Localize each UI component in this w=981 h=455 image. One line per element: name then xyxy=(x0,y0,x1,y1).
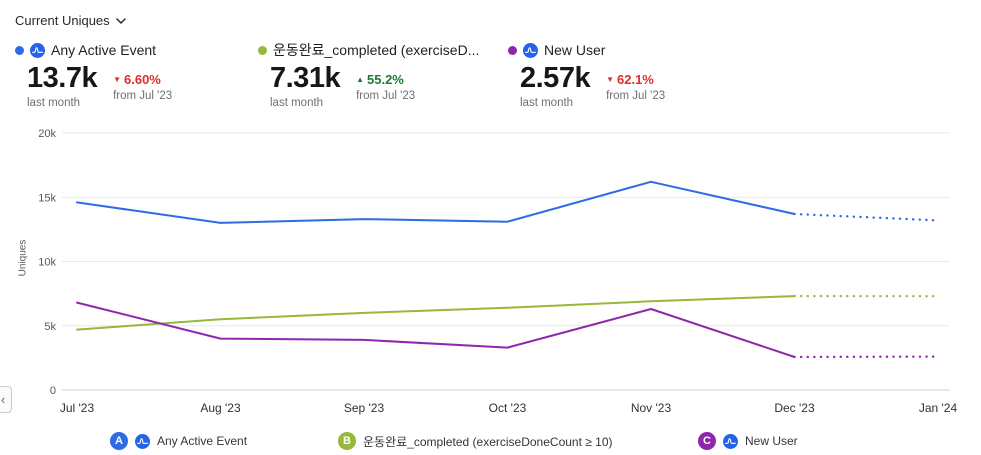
series-badge-b: B xyxy=(338,432,356,450)
series-label: Any Active Event xyxy=(51,42,157,58)
summary-exercise-completed: 운동완료_completed (exerciseD... 7.31k last … xyxy=(258,40,503,109)
metric-value: 7.31k xyxy=(270,62,341,94)
metric-change-value: 6.60% xyxy=(124,72,161,87)
down-triangle-icon: ▼ xyxy=(113,74,121,84)
legend-item-new-user[interactable]: C New User xyxy=(698,432,798,450)
amplitude-logo-icon xyxy=(523,42,538,58)
series-badge-c: C xyxy=(698,432,716,450)
legend-label: New User xyxy=(745,434,798,448)
metric-change: ▼ 62.1% xyxy=(606,72,665,87)
metric-value: 2.57k xyxy=(520,62,591,94)
series-label: New User xyxy=(544,42,606,58)
summary-new-user: New User 2.57k last month ▼ 62.1% from J… xyxy=(508,40,753,109)
metric-change-value: 62.1% xyxy=(617,72,654,87)
metric-change: ▲ 55.2% xyxy=(356,72,415,87)
svg-text:Jan '24: Jan '24 xyxy=(919,401,958,415)
svg-text:20k: 20k xyxy=(38,128,56,140)
svg-text:Sep '23: Sep '23 xyxy=(344,401,385,415)
metric-value-caption: last month xyxy=(27,97,81,109)
metric-change-caption: from Jul '23 xyxy=(606,90,666,102)
series-label: 운동완료_completed (exerciseD... xyxy=(273,42,480,58)
down-triangle-icon: ▼ xyxy=(606,74,614,84)
legend-item-exercise-completed[interactable]: B 운동완료_completed (exerciseDoneCount ≥ 10… xyxy=(338,432,613,450)
uniques-line-chart[interactable]: 0 5k 10k 15k 20k Jul '23 Aug '23 Sep '23 Oct '23… xyxy=(0,125,981,420)
svg-text:Nov '23: Nov '23 xyxy=(631,401,672,415)
summary-any-active-event: Any Active Event 13.7k last month ▼ 6.60… xyxy=(15,40,260,109)
metric-value-caption: last month xyxy=(270,97,324,109)
up-triangle-icon: ▲ xyxy=(356,74,364,84)
metric-value-caption: last month xyxy=(520,97,574,109)
svg-text:0: 0 xyxy=(50,385,56,397)
metric-type-label: Current Uniques xyxy=(15,13,110,28)
metric-type-dropdown[interactable]: Current Uniques xyxy=(15,13,126,28)
svg-text:Dec '23: Dec '23 xyxy=(774,401,815,415)
svg-text:15k: 15k xyxy=(38,192,56,204)
amplitude-logo-icon xyxy=(723,433,738,449)
metric-change-caption: from Jul '23 xyxy=(113,90,173,102)
svg-text:10k: 10k xyxy=(38,257,56,269)
series-badge-a: A xyxy=(110,432,128,450)
metric-change: ▼ 6.60% xyxy=(113,72,172,87)
amplitude-logo-icon xyxy=(135,433,150,449)
metric-change-value: 55.2% xyxy=(367,72,404,87)
legend-label: Any Active Event xyxy=(157,434,248,448)
series-header-any-active-event[interactable]: Any Active Event xyxy=(15,40,260,60)
svg-text:Aug '23: Aug '23 xyxy=(200,401,241,415)
svg-text:5k: 5k xyxy=(44,321,56,333)
scroll-left-button[interactable]: ‹ xyxy=(0,386,12,413)
series-header-exercise-completed[interactable]: 운동완료_completed (exerciseD... xyxy=(258,40,503,60)
series-color-dot xyxy=(258,45,267,55)
legend-item-any-active-event[interactable]: A Any Active Event xyxy=(110,432,247,450)
series-color-dot xyxy=(15,45,24,55)
svg-text:Oct '23: Oct '23 xyxy=(489,401,527,415)
metric-change-caption: from Jul '23 xyxy=(356,90,416,102)
metric-value: 13.7k xyxy=(27,62,98,94)
chevron-left-icon: ‹ xyxy=(0,392,6,407)
svg-text:Jul '23: Jul '23 xyxy=(60,401,95,415)
series-color-dot xyxy=(508,45,517,55)
series-header-new-user[interactable]: New User xyxy=(508,40,753,60)
chevron-down-icon xyxy=(115,17,126,24)
legend-label: 운동완료_completed (exerciseDoneCount ≥ 10) xyxy=(363,434,613,449)
amplitude-logo-icon xyxy=(30,42,45,58)
